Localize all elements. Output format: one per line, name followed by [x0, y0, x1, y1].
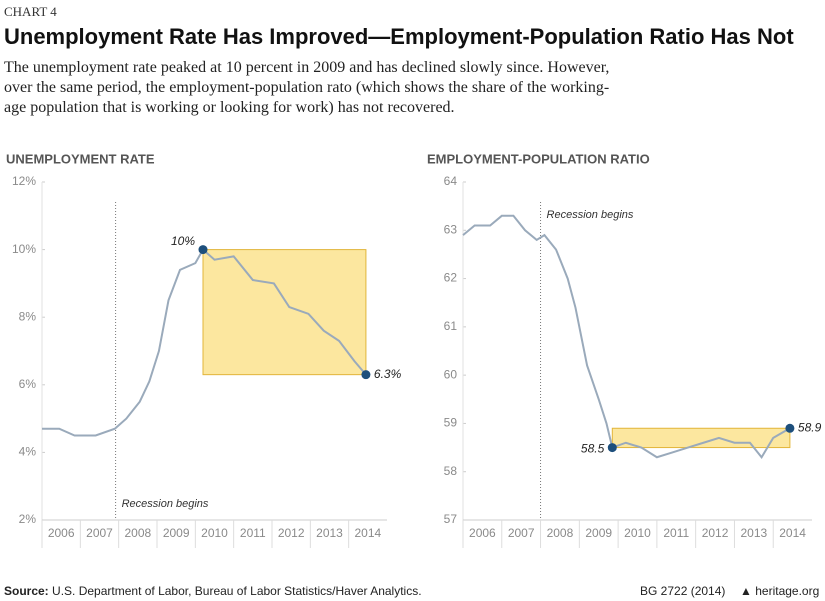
y-tick-label: 60	[444, 367, 458, 381]
source-text: U.S. Department of Labor, Bureau of Labo…	[52, 584, 422, 598]
y-tick-label: 61	[444, 319, 458, 333]
y-tick-label: 4%	[19, 445, 37, 459]
x-tick-label: 2008	[124, 526, 151, 540]
highlight-dot	[198, 245, 208, 255]
y-tick-label: 63	[444, 222, 458, 236]
x-tick-label: 2011	[240, 526, 266, 540]
title: Unemployment Rate Has Improved—Employmen…	[4, 24, 794, 49]
x-tick-label: 2006	[469, 526, 496, 540]
source-label: Source:	[4, 584, 49, 598]
y-tick-label: 6%	[19, 377, 37, 391]
x-tick-label: 2012	[278, 526, 305, 540]
highlight-dot	[361, 370, 371, 380]
y-tick-label: 57	[444, 512, 458, 526]
highlight-dot	[607, 443, 617, 453]
code: BG 2722 (2014)	[640, 584, 726, 598]
x-tick-label: 2007	[86, 526, 113, 540]
y-tick-label: 62	[444, 271, 458, 285]
x-tick-label: 2008	[547, 526, 574, 540]
x-tick-label: 2007	[508, 526, 535, 540]
y-tick-label: 64	[444, 174, 458, 188]
x-tick-label: 2010	[201, 526, 228, 540]
site: ▲ heritage.org	[740, 584, 820, 598]
y-tick-label: 8%	[19, 309, 37, 323]
y-tick-label: 58	[444, 464, 458, 478]
x-tick-label: 2013	[740, 526, 767, 540]
data-line	[42, 248, 367, 437]
x-tick-label: 2014	[354, 526, 381, 540]
x-tick-label: 2012	[702, 526, 729, 540]
y-tick-label: 10%	[12, 242, 36, 256]
site-text: heritage.org	[755, 584, 820, 598]
data-line	[462, 214, 791, 459]
x-tick-label: 2009	[163, 526, 190, 540]
highlight-label: 6.3%	[374, 367, 402, 381]
annotation: Recession begins	[122, 498, 209, 510]
x-tick-label: 2013	[316, 526, 343, 540]
highlight-label: 58.9	[798, 420, 822, 434]
highlight-box	[611, 427, 791, 449]
x-tick-label: 2006	[48, 526, 75, 540]
highlight-label: 10%	[171, 234, 195, 248]
panel-title: EMPLOYMENT-POPULATION RATIO	[427, 151, 650, 166]
highlight-box	[202, 249, 367, 376]
kicker: CHART 4	[4, 4, 57, 19]
highlight-label: 58.5	[581, 442, 605, 456]
y-tick-label: 12%	[12, 174, 36, 188]
y-tick-label: 2%	[19, 512, 37, 526]
panel-title: UNEMPLOYMENT RATE	[6, 151, 155, 166]
x-tick-label: 2010	[624, 526, 651, 540]
source: Source: U.S. Department of Labor, Bureau…	[4, 584, 422, 598]
highlight-dot	[785, 423, 795, 433]
subtitle: The unemployment rate peaked at 10 perce…	[4, 59, 610, 116]
x-tick-label: 2014	[779, 526, 806, 540]
y-tick-label: 59	[444, 416, 458, 430]
annotation: Recession begins	[547, 209, 634, 221]
x-tick-label: 2011	[663, 526, 689, 540]
x-tick-label: 2009	[585, 526, 612, 540]
